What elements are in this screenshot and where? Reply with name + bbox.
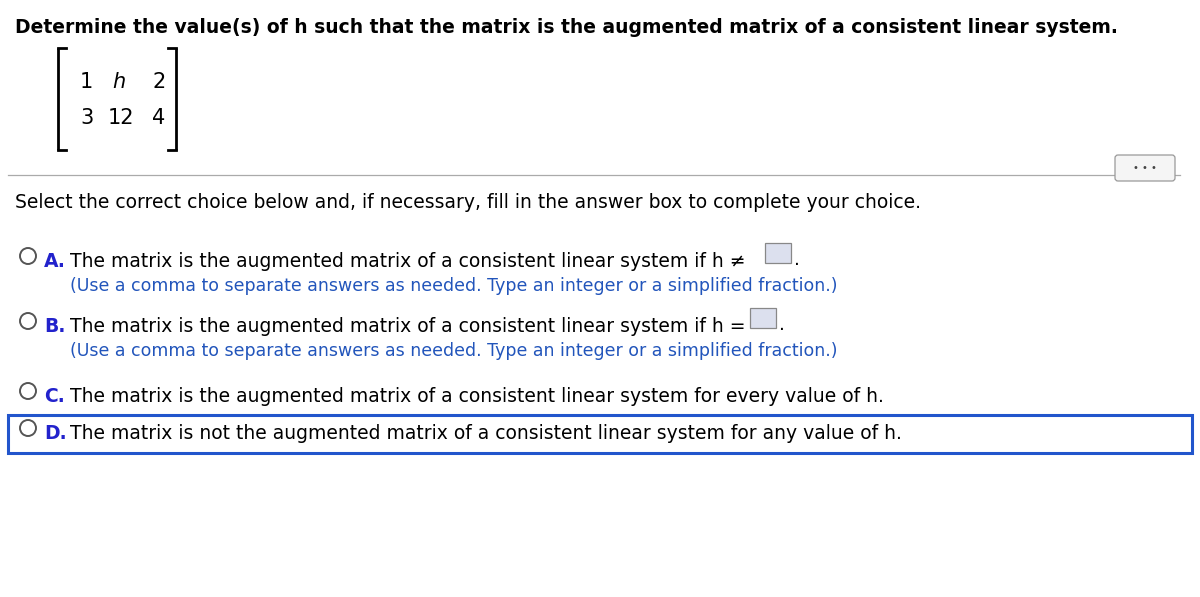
Text: A.: A. <box>44 252 66 271</box>
Text: Determine the value(s) of h such that the matrix is the augmented matrix of a co: Determine the value(s) of h such that th… <box>14 18 1118 37</box>
Text: • • •: • • • <box>1133 163 1157 173</box>
FancyBboxPatch shape <box>1115 155 1175 181</box>
Text: h: h <box>112 72 125 92</box>
Text: The matrix is not the augmented matrix of a consistent linear system for any val: The matrix is not the augmented matrix o… <box>70 424 902 443</box>
Text: (Use a comma to separate answers as needed. Type an integer or a simplified frac: (Use a comma to separate answers as need… <box>70 277 838 295</box>
Text: D.: D. <box>44 424 67 443</box>
Text: .: . <box>794 250 800 269</box>
Text: B.: B. <box>44 317 65 336</box>
Text: 2: 2 <box>152 72 166 92</box>
Text: Select the correct choice below and, if necessary, fill in the answer box to com: Select the correct choice below and, if … <box>14 193 922 212</box>
FancyBboxPatch shape <box>766 243 791 263</box>
Text: The matrix is the augmented matrix of a consistent linear system for every value: The matrix is the augmented matrix of a … <box>70 387 884 406</box>
Text: 3: 3 <box>80 108 94 128</box>
Text: (Use a comma to separate answers as needed. Type an integer or a simplified frac: (Use a comma to separate answers as need… <box>70 342 838 360</box>
Text: 12: 12 <box>108 108 134 128</box>
Text: The matrix is the augmented matrix of a consistent linear system if h ≠: The matrix is the augmented matrix of a … <box>70 252 745 271</box>
FancyBboxPatch shape <box>8 415 1192 453</box>
Text: The matrix is the augmented matrix of a consistent linear system if h =: The matrix is the augmented matrix of a … <box>70 317 745 336</box>
FancyBboxPatch shape <box>750 308 776 328</box>
Text: 4: 4 <box>152 108 166 128</box>
Text: 1: 1 <box>80 72 94 92</box>
Text: C.: C. <box>44 387 65 406</box>
Text: .: . <box>779 315 785 334</box>
